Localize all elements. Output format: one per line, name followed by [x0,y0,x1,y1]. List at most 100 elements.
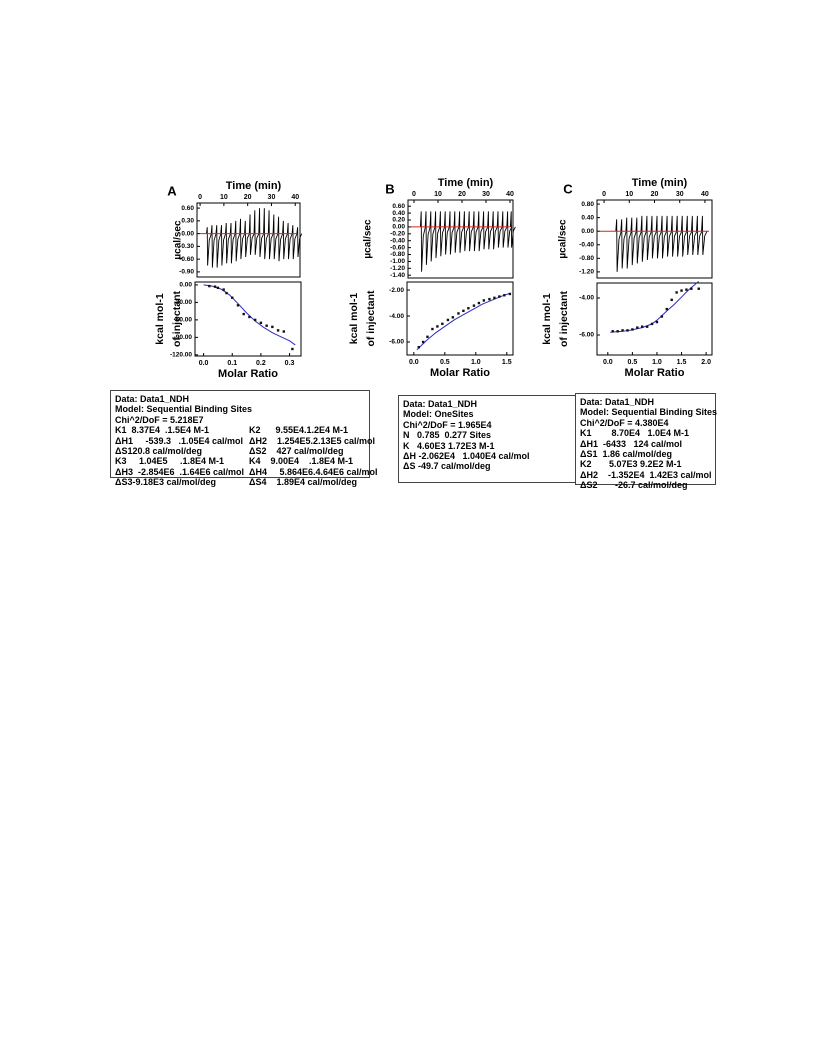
injection-peak [291,225,298,260]
plot-frame [194,281,302,357]
x-tick-label: 1.5 [502,359,512,366]
injection-peak [620,219,627,269]
injection-peak [443,211,450,255]
parameter-text: ΔS -49.7 cal/mol/deg [403,461,491,472]
parameter-text: ΔS2 427 cal/mol/deg [249,445,344,456]
data-point [462,309,465,313]
parameter-text: ΔH -2.062E4 1.040E4 cal/mol [403,450,530,461]
injection-peak [277,216,284,262]
data-point [508,292,512,296]
y-tick-label: 0.00 [581,228,594,235]
x-axis-label: Molar Ratio [218,368,278,380]
parameter-text: Model: OneSites [403,409,474,420]
data-point [493,296,496,300]
parameter-row: Model: Sequential Binding Sites [115,404,365,414]
injection-peak [234,220,241,262]
fit-curve [203,284,296,346]
injection-peak [220,225,227,266]
x-tick-label: 0.5 [440,359,450,366]
x-tick-label: 0.3 [285,360,295,367]
parameter-text: Data: Data1_NDH [580,397,655,407]
parameter-row: Chi^2/DoF = 5.218E7 [115,415,365,425]
data-point [225,291,228,295]
parameter-text: ΔS4 1.89E4 cal/mol/deg [249,477,358,488]
parameter-text: N 0.785 0.277 Sites [403,430,492,441]
injection-peak [496,211,503,248]
x-tick-label: 1.0 [652,359,662,366]
plot-frame [596,282,713,356]
injection-peak [650,215,657,259]
y-tick-label: -4.00 [389,313,404,320]
data-point [472,304,476,307]
parameter-row: K2 5.07E3 9.2E2 M-1 [580,459,711,469]
data-point [636,326,639,329]
parameter-text: K2 5.07E3 9.2E2 M-1 [580,459,682,470]
x-tick-label: 40 [506,191,514,198]
x-axis-label: Molar Ratio [625,367,685,379]
data-point [660,315,664,318]
parameter-text: Model: Sequential Binding Sites [580,407,718,418]
y-axis-label: of injectant [171,291,183,348]
injection-peak [482,211,489,250]
injection-peak [675,215,683,257]
plot-frame [407,199,514,279]
y-tick-label: 0.60 [392,203,405,210]
y-tick-label: -0.80 [579,255,594,262]
injection-peak [691,215,698,255]
panel-label: B [385,181,394,196]
x-tick-label: 10 [434,191,442,198]
x-axis-label: Time (min) [226,180,282,192]
data-point [675,291,678,294]
x-tick-label: 0.0 [603,359,613,366]
y-tick-label: -1.20 [390,265,405,272]
parameter-text: ΔS1 1.86 cal/mol/deg [580,448,673,459]
parameter-text: ΔS2 -26.7 cal/mol/deg [580,480,688,491]
y-axis-label: kcal mol-1 [541,293,553,345]
parameter-row: ΔH1 -539.3 .1.05E4 cal/mol ΔH2 1.254E5.2.… [115,436,375,446]
x-tick-label: 0.0 [409,359,419,366]
parameter-text: ΔH3 -2.854E6 .1.64E6 cal/mol [115,466,245,477]
parameter-text: K2 9.55E4.1.2E4 M-1 [249,425,349,436]
injection-peak [680,215,688,257]
x-tick-label: 30 [676,191,684,198]
x-tick-label: 10 [625,191,633,198]
y-tick-label: -90.00 [174,334,193,341]
y-tick-label: 0.40 [392,210,405,217]
parameter-text: ΔH2 1.254E5.2.13E5 cal/mol [249,435,376,446]
parameter-text: K1 8.37E4 .1.5E4 M-1 [115,425,210,436]
y-tick-label: -120.00 [170,352,192,359]
fit-curve [416,292,511,351]
injection-peak [439,211,446,257]
injection-peak [225,222,231,264]
data-point [626,329,629,332]
data-point [222,288,225,291]
data-point [503,294,506,297]
parameter-text: ΔS120.8 cal/mol/deg [115,445,203,456]
parameter-row: ΔS3-9.18E3 cal/mol/deg ΔS4 1.89E4 cal/mol… [115,477,365,487]
data-point [271,325,274,329]
injection-peak [229,222,236,264]
fit-parameters: Data: Data1_NDH Model: Sequential Binding… [575,393,718,490]
y-tick-label: 0.60 [181,205,194,212]
injection-peak [434,211,441,259]
y-tick-label: -1.40 [390,272,405,279]
x-tick-label: 1.5 [677,359,687,366]
parameter-text: K4 9.00E4 .1.8E4 M-1 [249,456,354,467]
y-tick-label: -0.80 [390,251,405,258]
injection-peak [645,215,652,261]
parameter-text: Model: Sequential Binding Sites [115,404,253,415]
data-point [253,318,257,322]
x-tick-label: 30 [268,194,276,201]
data-point [208,284,211,288]
data-point [276,329,280,332]
data-point [641,325,644,328]
y-axis-label: kcal mol-1 [348,293,360,345]
injection-peak [286,222,293,260]
parameter-row: ΔS -49.7 cal/mol/deg [403,461,579,471]
injection-peak [215,225,222,268]
parameter-row: Data: Data1_NDH [580,397,711,407]
y-tick-label: 0.00 [181,230,194,237]
injection-peak [429,211,436,262]
